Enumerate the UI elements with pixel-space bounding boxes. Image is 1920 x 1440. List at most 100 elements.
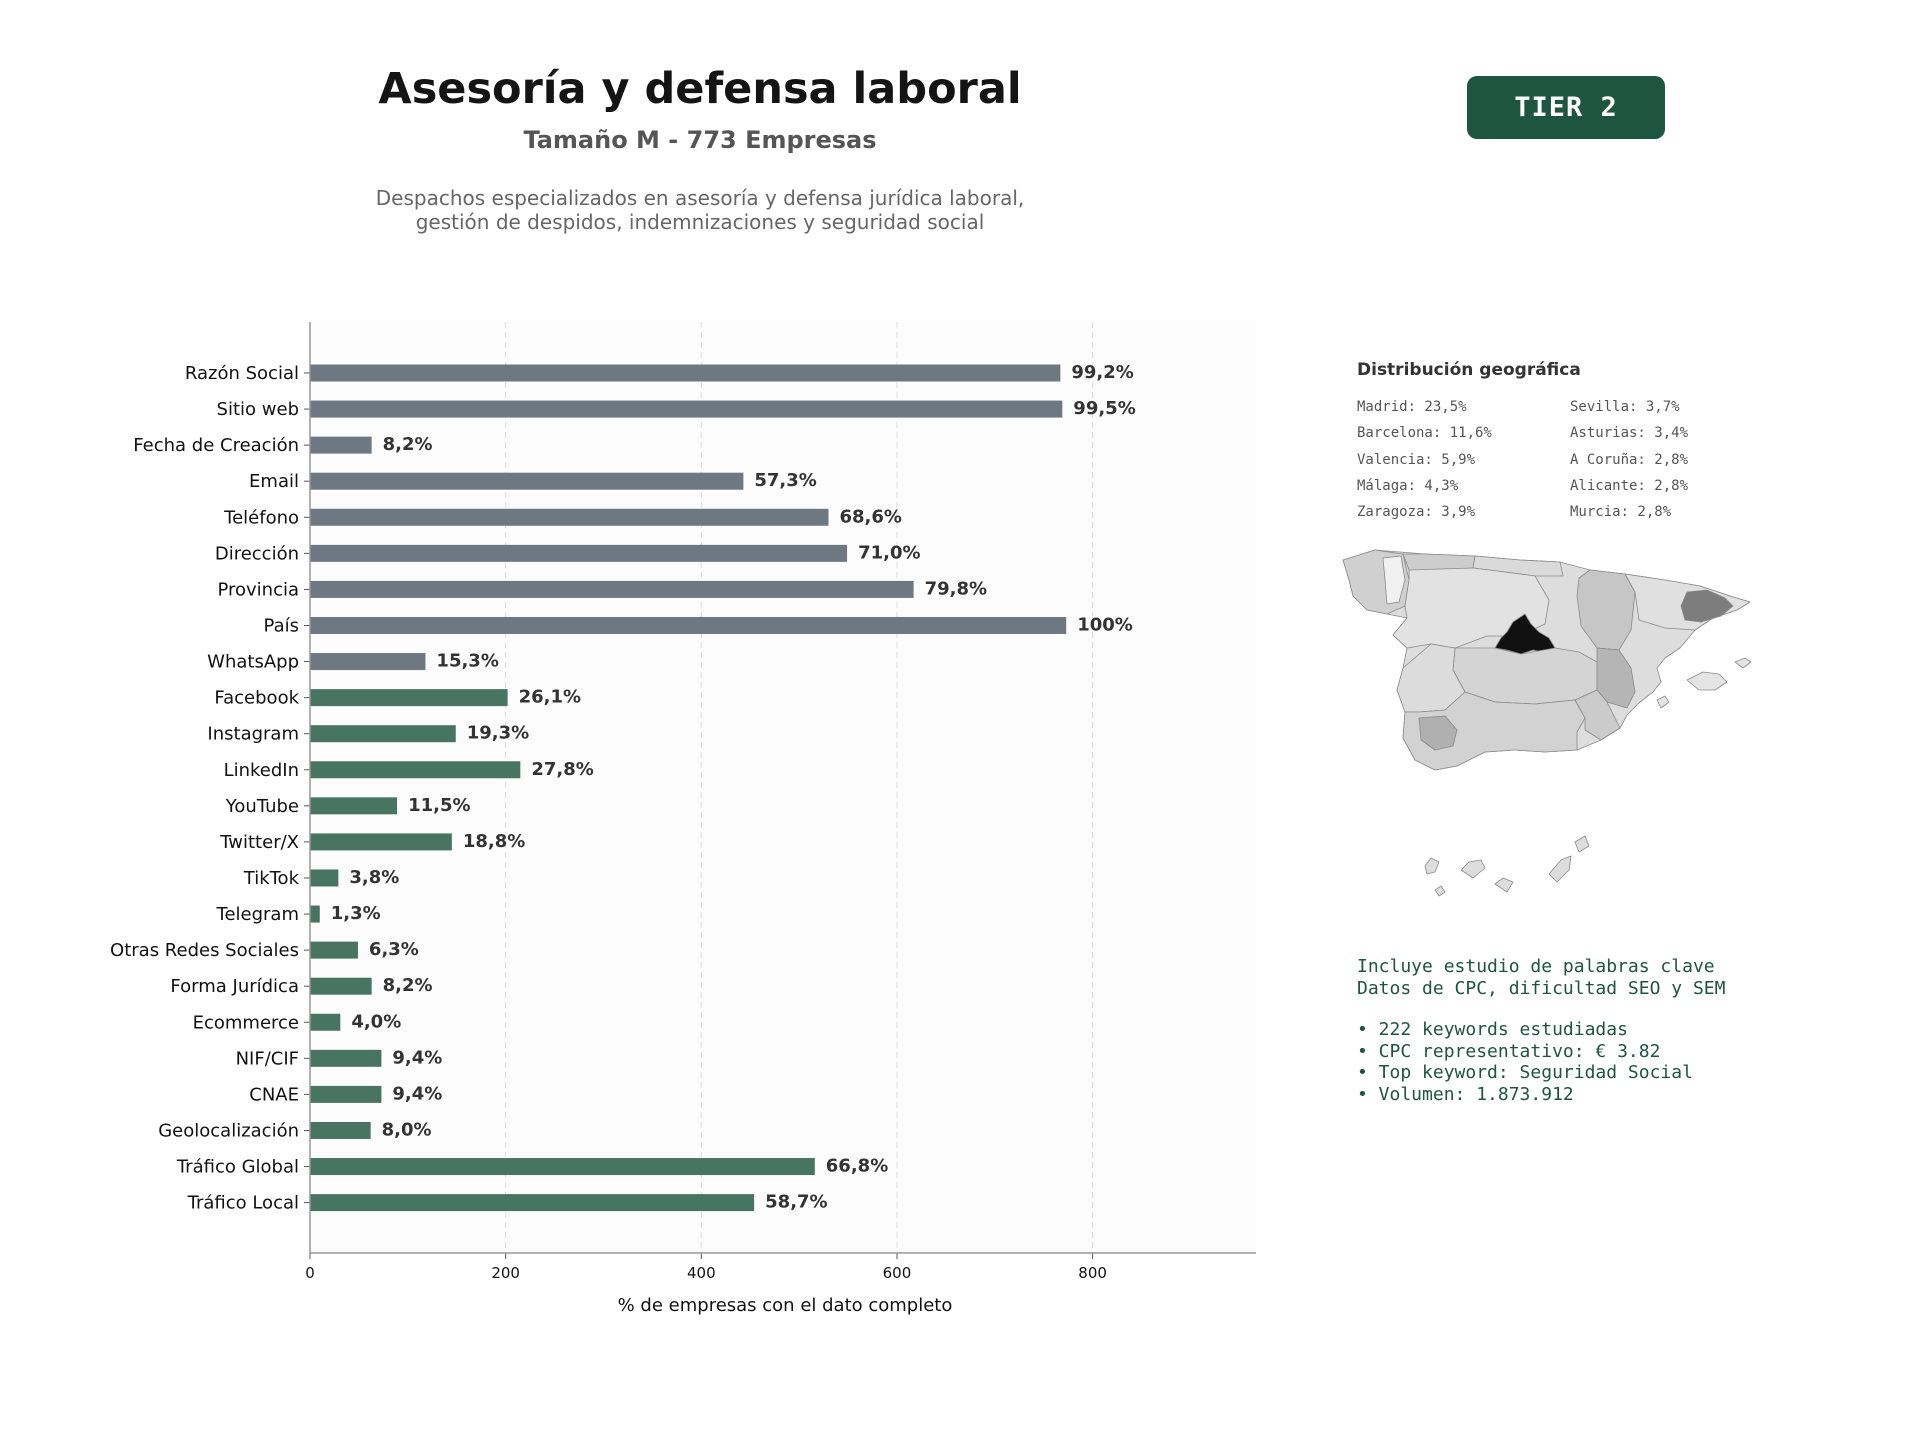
andalucia-region: [1402, 691, 1586, 771]
category-label: Email: [249, 471, 299, 492]
portugal-gap-lugo: [1382, 555, 1406, 605]
page-title: Asesoría y defensa laboral: [378, 64, 1022, 114]
value-label: 9,4%: [392, 1083, 442, 1104]
geo-entry: Alicante: 2,8%: [1570, 477, 1689, 494]
bar: [310, 653, 426, 671]
geo-entry: Murcia: 2,8%: [1570, 504, 1672, 521]
value-label: 99,5%: [1073, 398, 1135, 419]
geo-distribution-title: Distribución geográfica: [1357, 360, 1581, 380]
category-label: CNAE: [249, 1084, 299, 1105]
bar: [310, 725, 456, 743]
bar: [310, 1013, 341, 1031]
category-label: Tráfico Local: [187, 1193, 299, 1214]
value-label: 71,0%: [858, 542, 920, 563]
canary-islands: [1424, 835, 1590, 897]
category-label: Facebook: [214, 688, 299, 709]
geo-entry: Málaga: 4,3%: [1357, 477, 1459, 494]
x-tick-label: 400: [687, 1264, 716, 1282]
category-label: Sitio web: [217, 399, 299, 420]
category-label: LinkedIn: [224, 760, 299, 781]
value-label: 9,4%: [392, 1047, 442, 1068]
category-label: Dirección: [215, 543, 299, 564]
x-axis-label: % de empresas con el dato completo: [618, 1295, 953, 1316]
bar: [310, 977, 372, 995]
sector-description: Despachos especializados en asesoría y d…: [0, 186, 1400, 234]
category-label: NIF/CIF: [236, 1048, 299, 1069]
geo-entry: Sevilla: 3,7%: [1570, 399, 1680, 415]
category-label: País: [264, 615, 299, 636]
bar: [310, 1158, 815, 1176]
category-label: Instagram: [207, 724, 299, 745]
value-label: 3,8%: [349, 867, 399, 888]
x-tick-label: 800: [1078, 1264, 1107, 1282]
valencia-province: [1596, 647, 1636, 709]
geo-entry: Asturias: 3,4%: [1570, 425, 1689, 442]
bar: [310, 1194, 755, 1212]
category-label: YouTube: [225, 796, 299, 817]
bar: [310, 941, 358, 959]
value-label: 26,1%: [519, 687, 581, 708]
bar: [310, 797, 398, 815]
bar: [310, 1121, 371, 1139]
spain-province-map: [1342, 549, 1752, 897]
mallorca-island: [1686, 671, 1728, 691]
keyword-study-line-2: Datos de CPC, dificultad SEO y SEM: [1357, 977, 1726, 999]
murcia-region: [1574, 689, 1621, 741]
x-tick-label: 200: [491, 1264, 520, 1282]
x-tick-label: 600: [883, 1264, 912, 1282]
bar: [310, 580, 914, 598]
bar: [310, 1085, 382, 1103]
geo-entry: Valencia: 5,9%: [1357, 451, 1476, 468]
value-label: 4,0%: [351, 1011, 401, 1032]
category-label: Fecha de Creación: [133, 435, 299, 456]
value-label: 8,2%: [383, 434, 433, 455]
value-label: 58,7%: [765, 1192, 827, 1213]
category-label: Tráfico Global: [176, 1157, 299, 1178]
value-label: 100%: [1077, 614, 1133, 635]
value-label: 8,2%: [383, 975, 433, 996]
keyword-bullet: • Top keyword: Seguridad Social: [1357, 1062, 1693, 1083]
geo-list-column-1: Madrid: 23,5% Barcelona: 11,6% Valencia:…: [1357, 394, 1492, 525]
category-label: WhatsApp: [207, 652, 299, 673]
keyword-study-block: Incluye estudio de palabras clave Datos …: [1357, 956, 1725, 1105]
bar: [310, 616, 1067, 634]
tier-badge: TIER 2: [1467, 76, 1665, 139]
category-label: Telegram: [216, 904, 299, 925]
category-label: Ecommerce: [193, 1012, 299, 1033]
value-label: 99,2%: [1071, 362, 1133, 383]
category-label: Teléfono: [223, 507, 299, 528]
value-label: 57,3%: [754, 470, 816, 491]
category-label: Provincia: [217, 579, 299, 600]
keyword-bullet: • CPC representativo: € 3.82: [1357, 1040, 1661, 1062]
menorca-island: [1734, 657, 1752, 669]
bar: [310, 761, 521, 779]
bar: [310, 544, 848, 562]
description-line-1: Despachos especializados en asesoría y d…: [375, 186, 1025, 210]
geo-entry: Madrid: 23,5%: [1357, 399, 1467, 415]
x-tick-label: 0: [305, 1264, 315, 1282]
page-subtitle: Tamaño M - 773 Empresas: [523, 126, 877, 154]
value-label: 6,3%: [369, 939, 419, 960]
bar: [310, 905, 320, 923]
value-label: 79,8%: [925, 578, 987, 599]
category-label: Otras Redes Sociales: [110, 940, 299, 961]
bar: [310, 400, 1063, 418]
value-label: 15,3%: [436, 651, 498, 672]
category-label: Geolocalización: [158, 1120, 299, 1141]
value-label: 1,3%: [331, 903, 381, 924]
geo-entry: Zaragoza: 3,9%: [1357, 504, 1476, 521]
category-label: Twitter/X: [219, 832, 299, 853]
keyword-bullet: • Volumen: 1.873.912: [1357, 1083, 1574, 1105]
geo-list-column-2: Sevilla: 3,7% Asturias: 3,4% A Coruña: 2…: [1570, 394, 1688, 525]
barcelona-province: [1680, 589, 1734, 623]
category-label: TikTok: [243, 868, 300, 889]
bar: [310, 1049, 382, 1067]
value-label: 66,8%: [826, 1156, 888, 1177]
keyword-bullet: • 222 keywords estudiadas: [1357, 1019, 1628, 1040]
geo-entry: Barcelona: 11,6%: [1357, 425, 1492, 442]
value-label: 27,8%: [531, 759, 593, 780]
bar: [310, 833, 452, 851]
bar: [310, 364, 1061, 382]
bar: [310, 472, 744, 490]
value-label: 68,6%: [839, 506, 901, 527]
